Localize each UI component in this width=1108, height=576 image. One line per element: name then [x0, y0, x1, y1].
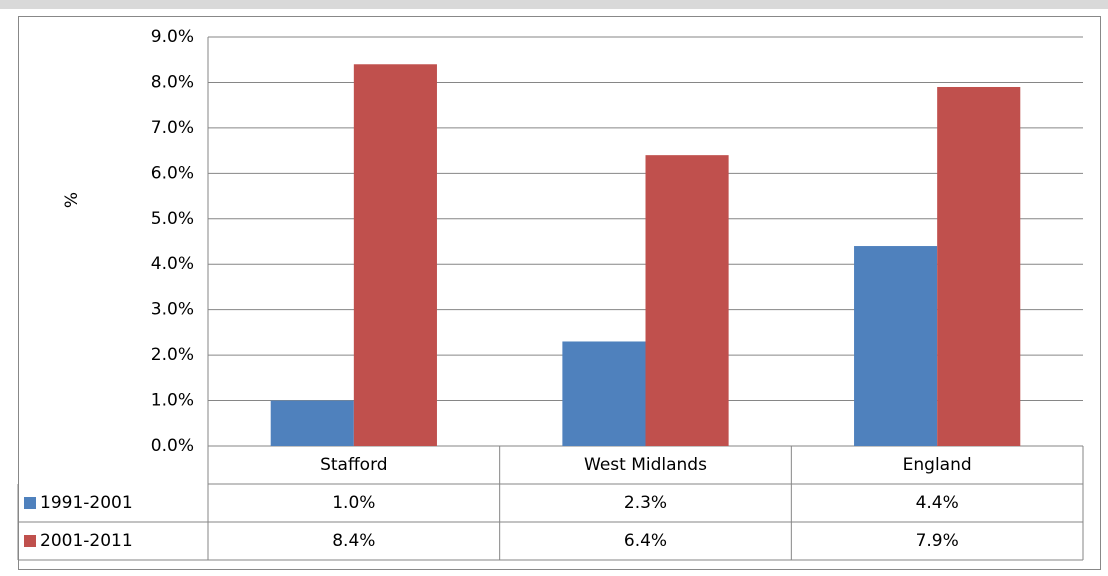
- bar: [645, 155, 729, 446]
- table-value: 1.0%: [332, 493, 375, 513]
- y-tick-label: 0.0%: [151, 436, 194, 456]
- y-tick-label: 9.0%: [151, 27, 194, 47]
- x-tick-label: West Midlands: [584, 455, 707, 475]
- x-tick-label: Stafford: [320, 455, 387, 475]
- legend-label: 1991-2001: [40, 493, 133, 513]
- bar: [937, 86, 1021, 446]
- table-value: 6.4%: [624, 531, 667, 551]
- y-tick-label: 5.0%: [151, 209, 194, 229]
- y-tick-label: 2.0%: [151, 345, 194, 365]
- y-tick-label: 3.0%: [151, 300, 194, 320]
- table-value: 7.9%: [916, 531, 959, 551]
- x-tick-label: England: [903, 455, 972, 475]
- table-value: 8.4%: [332, 531, 375, 551]
- bar: [854, 246, 938, 446]
- bar: [562, 341, 646, 446]
- y-tick-label: 7.0%: [151, 118, 194, 138]
- header-strip: [0, 0, 1108, 9]
- y-tick-label: 4.0%: [151, 254, 194, 274]
- y-tick-label: 8.0%: [151, 72, 194, 92]
- y-tick-label: 1.0%: [151, 391, 194, 411]
- table-value: 2.3%: [624, 493, 667, 513]
- legend-label: 2001-2011: [40, 531, 133, 551]
- legend-swatch: [24, 535, 36, 547]
- table-value: 4.4%: [916, 493, 959, 513]
- bar: [353, 64, 437, 447]
- bar: [270, 400, 354, 446]
- y-tick-label: 6.0%: [151, 163, 194, 183]
- y-axis-label: %: [62, 192, 82, 208]
- legend-swatch: [24, 497, 36, 509]
